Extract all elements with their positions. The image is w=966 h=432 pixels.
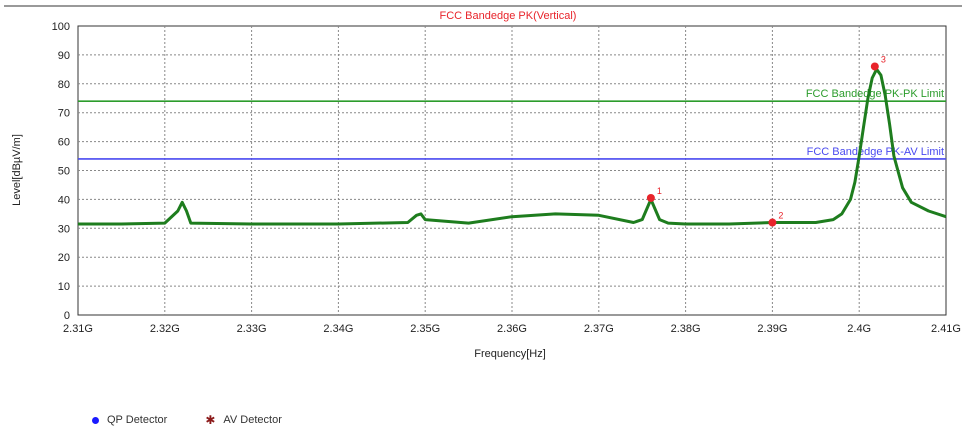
marker-label-1: 1 [657, 186, 662, 196]
limit-label-1: FCC Bandedge PK-PK Limit [806, 88, 944, 100]
markers: 1 2 3 [646, 54, 886, 227]
x-tick-label: 2.41G [931, 323, 961, 335]
x-tick-label: 2.33G [237, 323, 267, 335]
marker-point-2 [768, 218, 777, 227]
y-tick-label: 70 [58, 108, 70, 120]
x-tick-label: 2.4G [847, 323, 871, 335]
y-tick-label: 90 [58, 50, 70, 62]
y-tick-label: 30 [58, 223, 70, 235]
y-axis-title: Level[dBµV/m] [11, 134, 23, 206]
x-tick-label: 2.37G [584, 323, 614, 335]
x-tick-label: 2.38G [671, 323, 701, 335]
chart-title: FCC Bandedge PK(Vertical) [440, 10, 577, 22]
y-tick-label: 20 [58, 252, 70, 264]
legend-star-icon: ✱ [205, 413, 216, 427]
y-tick-label: 100 [52, 21, 70, 33]
x-tick-labels: 2.31G 2.32G 2.33G 2.34G 2.35G 2.36G 2.37G 2.38G… [63, 323, 961, 335]
limit-label-2: FCC Bandedge PK-AV Limit [807, 146, 944, 158]
marker-label-2: 2 [778, 211, 783, 221]
x-tick-label: 2.31G [63, 323, 93, 335]
y-tick-label: 60 [58, 137, 70, 149]
x-tick-label: 2.34G [323, 323, 353, 335]
y-tick-label: 0 [64, 310, 70, 322]
legend-item-av: ✱ AV Detector [205, 414, 282, 426]
series-trace [78, 67, 947, 226]
x-tick-label: 2.32G [150, 323, 180, 335]
marker-point-1 [646, 193, 655, 202]
x-tick-label: 2.39G [757, 323, 787, 335]
x-tick-label: 2.36G [497, 323, 527, 335]
grid [78, 26, 946, 315]
y-tick-label: 80 [58, 79, 70, 91]
y-tick-label: 40 [58, 194, 70, 206]
y-tick-label: 50 [58, 166, 70, 178]
x-axis-title: Frequency[Hz] [474, 348, 546, 360]
marker-point-3 [870, 62, 879, 71]
legend: QP Detector ✱ AV Detector [92, 414, 282, 426]
legend-dot-icon [92, 416, 99, 424]
legend-label-av: AV Detector [223, 414, 282, 426]
marker-label-3: 3 [881, 54, 886, 64]
y-tick-labels: 0 10 20 30 40 50 60 70 80 90 100 [52, 21, 70, 322]
limit-lines: FCC Bandedge PK-PK Limit FCC Bandedge PK-… [78, 88, 946, 160]
legend-item-qp: QP Detector [92, 414, 167, 426]
trace-group [78, 67, 947, 226]
legend-label-qp: QP Detector [107, 414, 168, 426]
x-tick-label: 2.35G [410, 323, 440, 335]
y-tick-label: 10 [58, 281, 70, 293]
